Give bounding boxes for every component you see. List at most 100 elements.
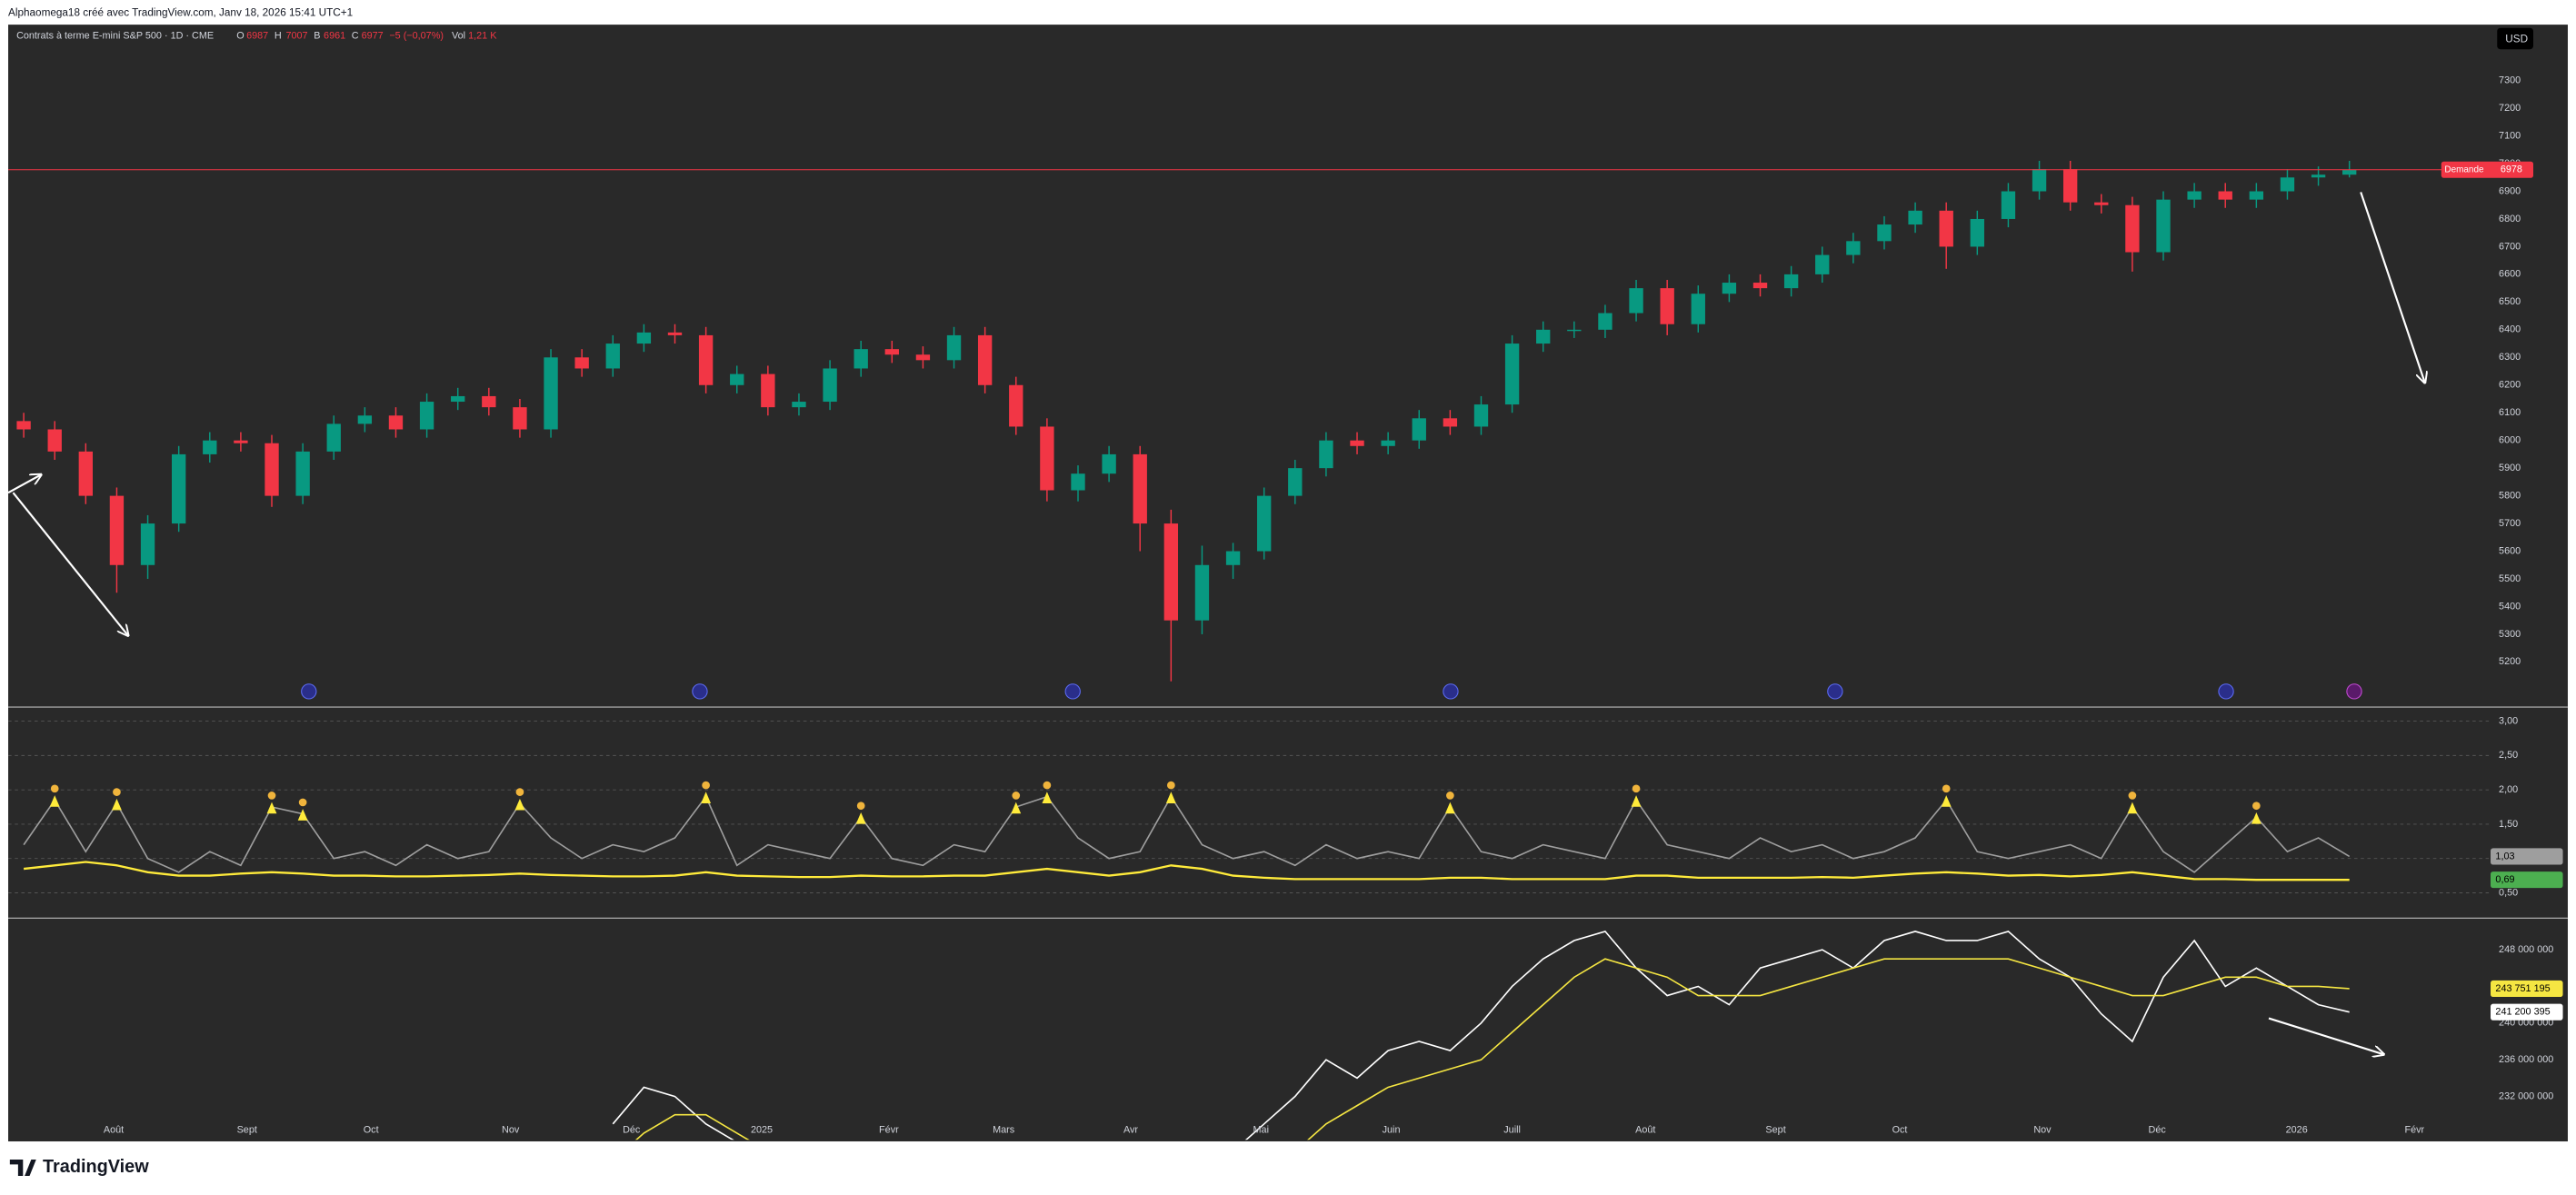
candle-body bbox=[1473, 404, 1489, 427]
candle-body bbox=[884, 349, 899, 355]
y-tick-label: 6600 bbox=[2499, 269, 2521, 280]
last-value-label: 241 200 395 bbox=[2495, 1007, 2550, 1018]
signal-dot bbox=[1446, 792, 1454, 800]
candle-body bbox=[1071, 473, 1085, 491]
last-value-label-box bbox=[2491, 848, 2563, 865]
candle-body bbox=[823, 368, 837, 403]
signal-arrow bbox=[297, 809, 308, 821]
symbol: Contrats à terme E-mini S&P 500 · 1D · C… bbox=[16, 31, 214, 42]
y-tick-label: 6300 bbox=[2499, 352, 2521, 363]
signal-dot bbox=[298, 798, 307, 807]
candle-body bbox=[1040, 426, 1054, 491]
y-tick-label: 7300 bbox=[2499, 75, 2521, 86]
candle-body bbox=[1752, 283, 1768, 289]
y-tick-label: 7100 bbox=[2499, 130, 2521, 141]
last-price-tag bbox=[2441, 161, 2534, 178]
x-tick-label: Oct bbox=[1892, 1124, 1908, 1135]
y-tick-label: 6800 bbox=[2499, 214, 2521, 224]
currency[interactable]: USD bbox=[2505, 33, 2528, 45]
candle-body bbox=[203, 440, 217, 454]
y-tick-label: 5500 bbox=[2499, 573, 2521, 584]
x-tick-label: Août bbox=[104, 1124, 124, 1135]
y-tick-label: 0,50 bbox=[2499, 887, 2518, 898]
signal-arrow bbox=[1631, 795, 1642, 807]
x-tick-label: Juill bbox=[1503, 1124, 1521, 1135]
x-tick-label: 2026 bbox=[2286, 1124, 2308, 1135]
legend-key: H bbox=[275, 31, 282, 42]
candle-body bbox=[2125, 204, 2140, 253]
x-tick-label: 2025 bbox=[751, 1124, 773, 1135]
y-tick-label: 7200 bbox=[2499, 103, 2521, 114]
candle-body bbox=[1350, 440, 1364, 446]
y-tick-label: 232 000 000 bbox=[2499, 1090, 2553, 1101]
event-icons[interactable] bbox=[301, 683, 2362, 700]
candle-body bbox=[698, 334, 714, 385]
y-tick-label: 6700 bbox=[2499, 241, 2521, 252]
candle-body bbox=[1908, 210, 1922, 225]
candle-body bbox=[1163, 523, 1179, 621]
candle-body bbox=[1319, 440, 1333, 469]
y-tick-label: 5600 bbox=[2499, 545, 2521, 556]
volume-pane bbox=[612, 930, 2350, 1140]
signal-dot bbox=[1043, 781, 1052, 790]
legend-key: Vol bbox=[452, 31, 465, 42]
x-tick-label: Sept bbox=[237, 1124, 257, 1135]
y-tick-label: 5400 bbox=[2499, 601, 2521, 612]
legend-value: 6987 bbox=[246, 31, 268, 42]
candle-body bbox=[761, 373, 775, 408]
series-line bbox=[23, 861, 2350, 881]
currency-box[interactable] bbox=[2497, 27, 2534, 50]
x-tick-label: Nov bbox=[502, 1124, 520, 1135]
y-tick-label: 236 000 000 bbox=[2499, 1054, 2553, 1065]
series-line bbox=[634, 958, 2350, 1140]
legend-value: 7007 bbox=[285, 31, 307, 42]
signal-dot bbox=[50, 784, 59, 793]
candle-body bbox=[1443, 418, 1458, 427]
last-value-label: 1,03 bbox=[2495, 851, 2514, 861]
y-tick-label: 5200 bbox=[2499, 656, 2521, 667]
candle-body bbox=[915, 354, 931, 361]
signal-dot bbox=[702, 781, 710, 790]
legend-key: B bbox=[314, 31, 320, 42]
candle-body bbox=[357, 415, 373, 424]
candle-body bbox=[2094, 202, 2109, 205]
candle-body bbox=[1536, 329, 1551, 344]
signal-dot bbox=[2128, 792, 2137, 800]
series-line bbox=[23, 795, 2351, 873]
signal-arrow bbox=[855, 812, 866, 824]
chart-background bbox=[8, 25, 2568, 1142]
y-tick-label: 5800 bbox=[2499, 490, 2521, 501]
candle-body bbox=[419, 402, 434, 430]
signal-arrow bbox=[2251, 812, 2261, 824]
candle-body bbox=[16, 421, 31, 430]
axes: 5200 5300 5400 5500 5600 5700 5800 5900 6000 6100… bbox=[104, 75, 2563, 1135]
candle-body bbox=[2218, 191, 2232, 200]
signal-arrow bbox=[112, 798, 122, 811]
candle-body bbox=[2062, 169, 2078, 203]
legend-value: 6961 bbox=[324, 31, 345, 42]
y-tick-label: 6500 bbox=[2499, 296, 2521, 307]
candle-body bbox=[2156, 199, 2171, 253]
signal-arrow bbox=[514, 798, 525, 811]
x-tick-label: Févr bbox=[2404, 1124, 2424, 1135]
candle-body bbox=[1660, 288, 1674, 324]
candle-body bbox=[1722, 283, 1737, 294]
y-tick-label: 3,00 bbox=[2499, 715, 2518, 726]
candle-body bbox=[140, 523, 155, 565]
candle-body bbox=[1102, 453, 1116, 474]
x-tick-label: Mars bbox=[993, 1124, 1015, 1135]
candle-body bbox=[544, 357, 558, 430]
candle-body bbox=[2001, 191, 2016, 219]
top-bar bbox=[0, 0, 2576, 25]
last-value-label-box bbox=[2491, 1003, 2563, 1021]
candle-body bbox=[234, 440, 248, 443]
last-price-name: Demande bbox=[2444, 164, 2484, 174]
signal-arrow bbox=[266, 802, 277, 814]
candle-body bbox=[1381, 440, 1395, 446]
candle-body bbox=[1783, 274, 1799, 289]
candle-body bbox=[2311, 174, 2326, 178]
candle-body bbox=[1133, 453, 1147, 524]
candle-body bbox=[2342, 170, 2357, 175]
candle-body bbox=[1567, 329, 1582, 332]
